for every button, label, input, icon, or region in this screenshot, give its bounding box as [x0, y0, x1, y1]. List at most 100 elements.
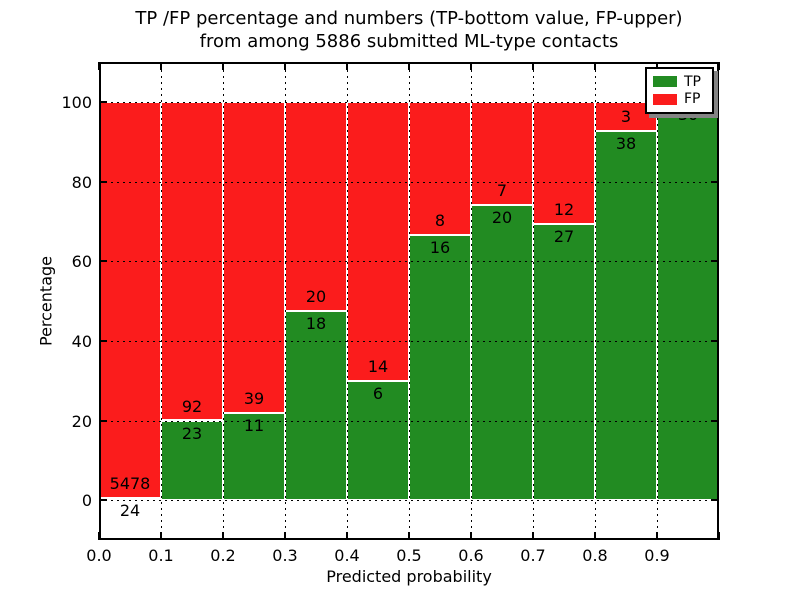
x-tick-mark	[408, 62, 410, 70]
y-tick-mark	[711, 339, 719, 342]
y-tick-mark	[711, 260, 719, 263]
y-tick-label: 20	[71, 411, 92, 431]
x-tick-mark	[222, 532, 224, 540]
x-tick-mark	[656, 532, 658, 540]
y-tick-mark	[99, 499, 107, 502]
bar-fp-segment	[533, 101, 595, 225]
bar-tp-count-label: 27	[553, 227, 575, 247]
x-tick-mark	[532, 532, 534, 540]
bar-tp-segment	[161, 420, 223, 501]
x-tick-label: 0.7	[520, 546, 546, 565]
bar-fp-segment	[285, 101, 347, 312]
y-tick-label: 100	[61, 92, 92, 112]
x-tick-mark	[346, 62, 348, 70]
x-gridline	[409, 62, 410, 540]
legend-item-fp: FP	[653, 92, 706, 106]
x-axis-label: Predicted probability	[326, 567, 492, 586]
y-tick-mark	[99, 419, 107, 422]
x-tick-mark	[98, 62, 100, 70]
y-tick-label: 0	[81, 491, 92, 511]
bar-fp-count-label: 39	[243, 388, 265, 408]
x-tick-mark	[718, 532, 720, 540]
bar-tp-count-label: 24	[119, 501, 141, 521]
bar-fp-count-label: 12	[553, 200, 575, 220]
bar-tp-count-label: 6	[372, 383, 384, 403]
legend-swatch-tp	[653, 76, 677, 88]
bar-tp-segment	[409, 234, 471, 501]
bar-tp-segment	[471, 205, 533, 501]
bar-fp-count-label: 14	[367, 356, 389, 376]
y-tick-mark	[99, 100, 107, 103]
y-tick-mark	[711, 499, 719, 502]
x-tick-label: 0.0	[86, 546, 112, 565]
y-tick-label: 60	[71, 252, 92, 272]
legend: TP FP	[645, 67, 714, 114]
x-tick-label: 0.1	[148, 546, 174, 565]
x-tick-mark	[160, 532, 162, 540]
bar-tp-segment	[533, 224, 595, 501]
bar-fp-count-label: 8	[434, 210, 446, 230]
y-tick-mark	[711, 100, 719, 103]
x-tick-label: 0.5	[396, 546, 422, 565]
x-gridline	[161, 62, 162, 540]
x-gridline	[471, 62, 472, 540]
bar-tp-segment	[223, 412, 285, 501]
x-tick-mark	[284, 62, 286, 70]
y-tick-mark	[99, 180, 107, 183]
bar-fp-segment	[347, 101, 409, 381]
y-tick-label: 80	[71, 172, 92, 192]
x-tick-label: 0.8	[582, 546, 608, 565]
legend-label: TP	[684, 73, 701, 90]
x-tick-mark	[408, 532, 410, 540]
chart-title-line2: from among 5886 submitted ML-type contac…	[199, 31, 619, 52]
x-tick-mark	[718, 62, 720, 70]
x-tick-mark	[284, 532, 286, 540]
x-gridline	[657, 62, 658, 540]
x-tick-label: 0.4	[334, 546, 360, 565]
x-tick-mark	[346, 532, 348, 540]
x-gridline	[285, 62, 286, 540]
chart-title-line1: TP /FP percentage and numbers (TP-bottom…	[135, 8, 683, 29]
x-tick-mark	[222, 62, 224, 70]
legend-item-tp: TP	[653, 75, 706, 89]
bar-fp-segment	[223, 101, 285, 413]
x-tick-mark	[98, 532, 100, 540]
y-tick-mark	[99, 339, 107, 342]
bar-tp-count-label: 18	[305, 314, 327, 334]
x-tick-label: 0.6	[458, 546, 484, 565]
bar-fp-count-label: 5478	[109, 474, 151, 494]
x-tick-mark	[594, 532, 596, 540]
bar-fp-segment	[99, 101, 161, 499]
x-tick-mark	[160, 62, 162, 70]
bar-fp-count-label: 3	[620, 106, 632, 126]
x-tick-mark	[656, 62, 658, 70]
y-tick-mark	[711, 180, 719, 183]
x-gridline	[223, 62, 224, 540]
bar-tp-count-label: 20	[491, 208, 513, 228]
bar-fp-count-label: 7	[496, 181, 508, 201]
x-tick-mark	[594, 62, 596, 70]
bar-tp-segment	[285, 311, 347, 501]
x-gridline	[347, 62, 348, 540]
x-tick-label: 0.9	[644, 546, 670, 565]
x-tick-mark	[470, 532, 472, 540]
bar-tp-count-label: 11	[243, 415, 265, 435]
bar-tp-count-label: 23	[181, 423, 203, 443]
bar-tp-count-label: 38	[615, 133, 637, 153]
bar-tp-segment	[595, 130, 657, 501]
y-tick-label: 40	[71, 331, 92, 351]
x-gridline	[533, 62, 534, 540]
x-tick-label: 0.2	[210, 546, 236, 565]
x-tick-mark	[470, 62, 472, 70]
x-tick-mark	[532, 62, 534, 70]
x-tick-label: 0.3	[272, 546, 298, 565]
legend-label: FP	[684, 91, 701, 108]
bar-tp-count-label: 16	[429, 237, 451, 257]
bar-tp-segment	[657, 101, 719, 501]
bar-fp-count-label: 92	[181, 396, 203, 416]
y-tick-mark	[99, 260, 107, 263]
y-tick-mark	[711, 419, 719, 422]
x-gridline	[595, 62, 596, 540]
legend-swatch-fp	[653, 93, 677, 105]
